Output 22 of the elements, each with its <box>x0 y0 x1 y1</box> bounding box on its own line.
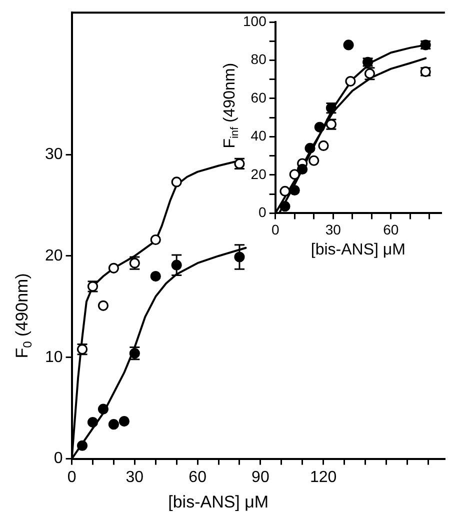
x-tick-label: 30 <box>126 468 144 486</box>
y-tick-label: 0 <box>258 204 267 220</box>
y-tick-label: 40 <box>250 128 267 144</box>
y-tick-label: 10 <box>45 348 63 366</box>
y-tick-label: 20 <box>45 247 63 264</box>
y-tick-label: 20 <box>250 166 267 182</box>
x-axis-title: [bis-ANS] μM <box>310 241 406 258</box>
y-axis-title: F0 (490nm) <box>12 273 34 358</box>
y-tick-label: 60 <box>250 89 267 106</box>
x-tick-label: 60 <box>188 468 207 486</box>
x-tick-label: 0 <box>67 468 76 486</box>
x-tick-label: 30 <box>325 221 342 238</box>
y-axis-title: Finf (490nm) <box>221 62 241 148</box>
x-tick-label: 0 <box>271 221 280 238</box>
y-tick-label: 100 <box>243 12 267 29</box>
y-tick-label: 30 <box>45 146 63 163</box>
x-axis-title: [bis-ANS] μM <box>168 492 269 512</box>
x-tick-label: 120 <box>310 468 337 486</box>
x-tick-label: 60 <box>383 221 399 238</box>
y-tick-label: 0 <box>54 450 63 468</box>
x-tick-label: 90 <box>252 468 270 486</box>
y-tick-label: 80 <box>250 51 267 68</box>
